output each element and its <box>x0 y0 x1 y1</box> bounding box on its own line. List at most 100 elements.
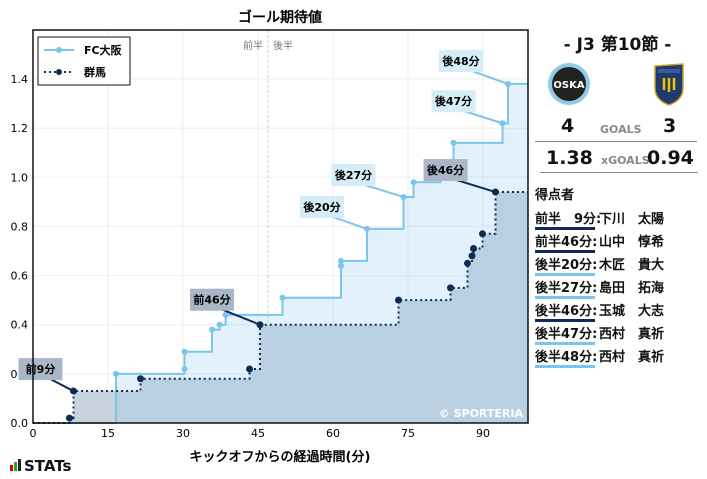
fc-osaka-shot-point <box>181 348 188 355</box>
y-tick-label: 0.4 <box>11 319 29 332</box>
scorer-row: 後半47分: 西村 真祈 <box>535 323 664 345</box>
legend-marker <box>56 47 62 53</box>
watermark: © SPORTERIA <box>439 407 524 420</box>
goal-annotation-box <box>18 358 63 381</box>
scorer-time: 後半47分: <box>535 323 597 345</box>
goal-annotation-label: 後47分 <box>435 94 472 108</box>
scorer-row: 後半48分: 西村 真祈 <box>535 346 664 368</box>
fc-osaka-shot-point <box>338 262 344 269</box>
gunma-shot-point <box>66 414 73 422</box>
x-tick-label: 90 <box>476 427 490 440</box>
scorer-row: 前半 9分:下川 太陽 <box>535 208 664 230</box>
scorer-time: 後半48分: <box>535 346 597 368</box>
gunma-shot-point <box>395 296 402 304</box>
scorer-name: 島田 拓海 <box>599 281 665 296</box>
xg-row: 1.38 xGOALS 0.94 <box>540 146 698 173</box>
plot-frame <box>32 29 529 424</box>
goal-annotation-box <box>300 195 344 218</box>
x-tick-label: 30 <box>176 427 190 440</box>
annotation-pointer <box>468 68 509 85</box>
gunma-shot-point <box>246 365 253 373</box>
y-tick-label: 0.8 <box>11 220 29 233</box>
scorer-name: 玉城 大志 <box>599 304 665 319</box>
annotation-pointer <box>219 307 261 326</box>
goal-annotation-box <box>431 90 476 113</box>
goals-row: 4 GOALS 3 <box>535 115 697 142</box>
scorer-name: 西村 真祈 <box>599 327 665 342</box>
y-tick-label: 0.6 <box>11 270 29 283</box>
annotation-pointer <box>453 178 496 193</box>
x-tick-label: 45 <box>251 427 265 440</box>
fc-osaka-shot-point <box>181 365 188 372</box>
legend <box>37 36 131 86</box>
scorer-name: 下川 太陽 <box>599 212 665 227</box>
scorer-name: 山中 惇希 <box>599 235 665 250</box>
brand-text: STATs <box>24 457 72 475</box>
annotation-pointer <box>48 377 74 392</box>
goal-annotation-label: 後48分 <box>442 54 479 68</box>
scorer-row: 後半20分: 木匠 貴大 <box>535 254 664 276</box>
scorer-row: 前半46分: 山中 惇希 <box>535 231 664 253</box>
y-tick-label: 1.0 <box>11 171 29 184</box>
scorer-time: 前半46分: <box>535 231 597 253</box>
goal-annotation-box <box>423 159 468 182</box>
gunma-logo <box>654 63 684 106</box>
xg-label: xGOALS <box>601 154 650 167</box>
x-tick-label: 75 <box>401 427 415 440</box>
y-tick-label: 0.0 <box>11 417 29 430</box>
goals-label: GOALS <box>600 123 642 136</box>
legend-marker <box>56 69 62 75</box>
goal-annotation-box <box>190 288 234 311</box>
annotation-pointer <box>361 183 404 198</box>
stats-logo: STATs <box>10 457 71 475</box>
annotation-pointer <box>329 214 368 230</box>
away-goals: 3 <box>663 115 677 137</box>
chart-title: ゴール期待値 <box>238 9 322 26</box>
first-half-label: 前半 <box>243 39 263 52</box>
goal-annotation-label: 後46分 <box>427 163 464 177</box>
x-tick-label: 60 <box>326 427 340 440</box>
fc-osaka-logo: OSKA <box>548 63 590 105</box>
annotation-pointer <box>461 109 503 125</box>
gunma-shot-point <box>464 259 471 267</box>
xg-chart: 01530456075900.00.20.40.60.81.01.21.4前半後… <box>11 9 529 465</box>
gunma-shot-point <box>137 375 144 383</box>
goal-annotation-label: 前46分 <box>193 293 230 307</box>
svg-text:OSKA: OSKA <box>553 80 584 91</box>
scorer-time: 後半46分: <box>535 300 597 322</box>
goal-annotation-label: 前9分 <box>26 362 56 376</box>
goal-annotation-label: 後20分 <box>303 200 340 214</box>
scorer-row: 後半27分: 島田 拓海 <box>535 277 664 299</box>
scorer-time: 後半27分: <box>535 277 597 299</box>
second-half-label: 後半 <box>273 39 293 52</box>
fc-osaka-line <box>33 82 528 424</box>
legend-label: 群馬 <box>83 65 106 79</box>
goal-annotation-box <box>331 163 376 186</box>
gunma-shot-point <box>479 230 486 238</box>
y-tick-label: 1.4 <box>11 73 29 86</box>
fc-osaka-area <box>33 83 528 424</box>
fc-osaka-shot-point <box>450 139 457 146</box>
scorer-row: 後半46分: 玉城 大志 <box>535 300 664 322</box>
scorer-time: 前半 9分: <box>535 208 601 230</box>
fc-osaka-shot-point <box>222 311 229 318</box>
home-goals: 4 <box>561 115 575 137</box>
x-axis-label: キックオフからの経過時間(分) <box>190 449 371 465</box>
fc-osaka-shot-point <box>279 294 286 301</box>
scorer-name: 木匠 貴大 <box>599 258 665 273</box>
fc-osaka-shot-point <box>113 370 119 377</box>
goal-annotation-label: 後27分 <box>335 168 372 182</box>
y-tick-label: 1.2 <box>11 122 29 135</box>
x-tick-label: 15 <box>101 427 115 440</box>
gunma-shot-point <box>447 284 454 292</box>
home-xg: 1.38 <box>546 147 593 169</box>
fc-osaka-shot-point <box>216 321 223 328</box>
gunma-shot-point <box>470 245 477 253</box>
scorer-name: 西村 真祈 <box>599 350 665 365</box>
fc-osaka-shot-point <box>338 257 344 264</box>
x-tick-label: 0 <box>30 427 37 440</box>
legend-label: FC大阪 <box>84 43 123 57</box>
away-xg: 0.94 <box>647 147 694 169</box>
gunma-shot-point <box>468 252 476 260</box>
goal-annotation-box <box>439 49 483 72</box>
